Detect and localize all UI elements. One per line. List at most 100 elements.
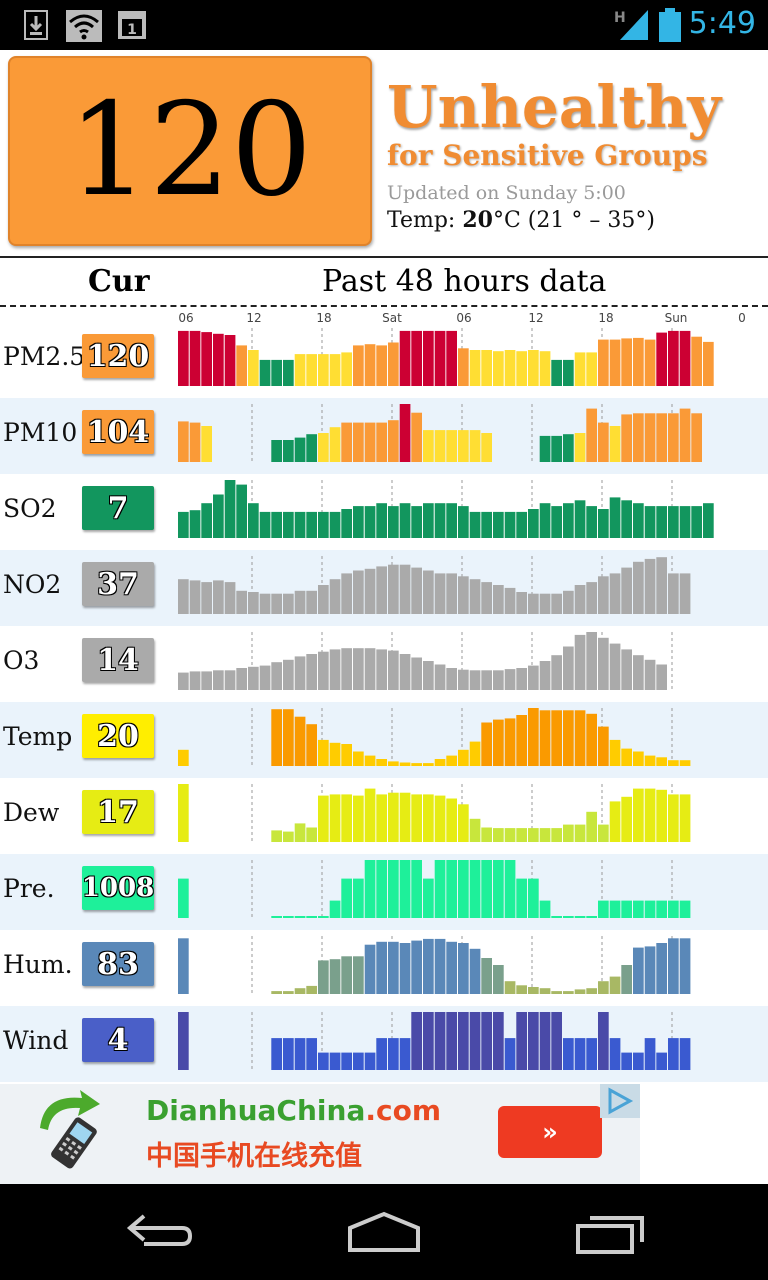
chart-bar	[668, 900, 679, 918]
chart-bar	[574, 352, 586, 386]
chart-bar	[283, 659, 294, 690]
chart-bar	[493, 719, 504, 766]
chart-bar	[353, 956, 364, 994]
chart-bar	[563, 359, 574, 386]
chart-bar	[329, 354, 341, 386]
chart-bar	[586, 352, 597, 386]
chart-bar	[201, 332, 212, 386]
chart-bar	[551, 916, 562, 918]
temp-label: Temp:	[387, 208, 463, 233]
chart-bar	[563, 710, 574, 766]
chart-bar	[633, 1052, 644, 1070]
row-label: Hum.	[3, 950, 73, 979]
chart-bar	[656, 413, 667, 462]
home-icon[interactable]	[346, 1210, 422, 1254]
chart-bar	[318, 1052, 329, 1070]
chart-bar	[586, 988, 597, 994]
chart-bar	[598, 422, 609, 462]
chart-bar	[236, 668, 247, 690]
chart-bar	[551, 359, 562, 386]
ad-go-button[interactable]: »	[498, 1106, 602, 1158]
chart-bar	[644, 659, 656, 690]
history-chart	[178, 1012, 691, 1070]
chart-bar	[598, 824, 609, 842]
chart-bar	[609, 643, 621, 690]
chart-bar	[189, 330, 201, 386]
chart-bar	[283, 916, 294, 918]
chart-bar	[516, 351, 527, 386]
chart-bar	[516, 985, 527, 994]
chart-bar	[341, 648, 352, 690]
chart-bar	[563, 503, 574, 538]
chart-bar	[528, 593, 539, 614]
chart-bar	[644, 900, 656, 918]
chart-bar	[551, 828, 562, 842]
chart-bar	[458, 804, 469, 842]
chart-bar	[388, 342, 399, 386]
chart-bar	[411, 506, 422, 538]
chart-bar	[668, 573, 679, 614]
chart-bar	[434, 860, 446, 918]
chart-bar	[656, 789, 667, 842]
chart-bar	[399, 792, 411, 842]
chart-bar	[609, 426, 621, 462]
data-row: Wind 4	[0, 1006, 768, 1082]
chart-bar	[493, 1012, 504, 1070]
chart-bar	[411, 330, 422, 386]
network-type-label: H	[614, 10, 626, 26]
chart-bar	[668, 938, 679, 994]
chart-bar	[644, 413, 656, 462]
aqi-level-subtitle: for Sensitive Groups	[387, 139, 708, 172]
chart-bar	[399, 1038, 411, 1070]
chart-bar	[621, 567, 632, 614]
chart-bar	[341, 744, 352, 766]
chart-bar	[376, 649, 387, 690]
clock: 5:49	[688, 6, 756, 41]
chart-bar	[224, 480, 236, 538]
chart-bar	[411, 794, 422, 842]
chart-bar	[458, 860, 469, 918]
chart-bar	[318, 354, 329, 386]
chart-bar	[609, 339, 621, 386]
chart-bar	[609, 900, 621, 918]
back-icon[interactable]	[124, 1208, 196, 1252]
recent-apps-icon[interactable]	[574, 1212, 648, 1256]
chart-bar	[644, 339, 656, 386]
chart-bar	[528, 350, 539, 386]
chart-bar	[353, 506, 364, 538]
ad-brand[interactable]: DianhuaChina.com	[146, 1094, 441, 1127]
chart-bar	[224, 670, 236, 690]
chart-bar	[318, 960, 329, 994]
chart-bar	[306, 1038, 317, 1070]
chart-bar	[563, 991, 574, 994]
chart-bar	[434, 330, 446, 386]
chart-bar	[318, 511, 329, 538]
chart-bar	[271, 593, 282, 614]
chart-bar	[469, 511, 481, 538]
chart-bar	[563, 590, 574, 614]
chart-bar	[539, 900, 551, 918]
chart-bar	[679, 1038, 691, 1070]
chart-bar	[294, 988, 306, 994]
chart-bar	[656, 664, 667, 690]
chart-bar	[213, 333, 224, 386]
chart-bar	[329, 427, 341, 462]
ad-choices-icon[interactable]	[600, 1084, 640, 1118]
chart-bar	[434, 759, 446, 766]
chart-bar	[411, 657, 422, 690]
phone-refresh-icon	[40, 1090, 100, 1169]
chart-bar	[703, 503, 714, 538]
chart-bar	[504, 511, 516, 538]
chart-bar	[609, 573, 621, 614]
chart-bar	[376, 1038, 387, 1070]
chart-bar	[353, 422, 364, 462]
chart-bar	[633, 337, 644, 386]
data-row: Temp 20	[0, 702, 768, 778]
chart-bar	[469, 860, 481, 918]
chart-bar	[353, 345, 364, 386]
chart-bar	[236, 590, 247, 614]
chart-bar	[189, 422, 201, 462]
chart-bar	[376, 566, 387, 614]
chart-bar	[481, 511, 492, 538]
ad-brand-name: DianhuaChina	[146, 1094, 366, 1127]
